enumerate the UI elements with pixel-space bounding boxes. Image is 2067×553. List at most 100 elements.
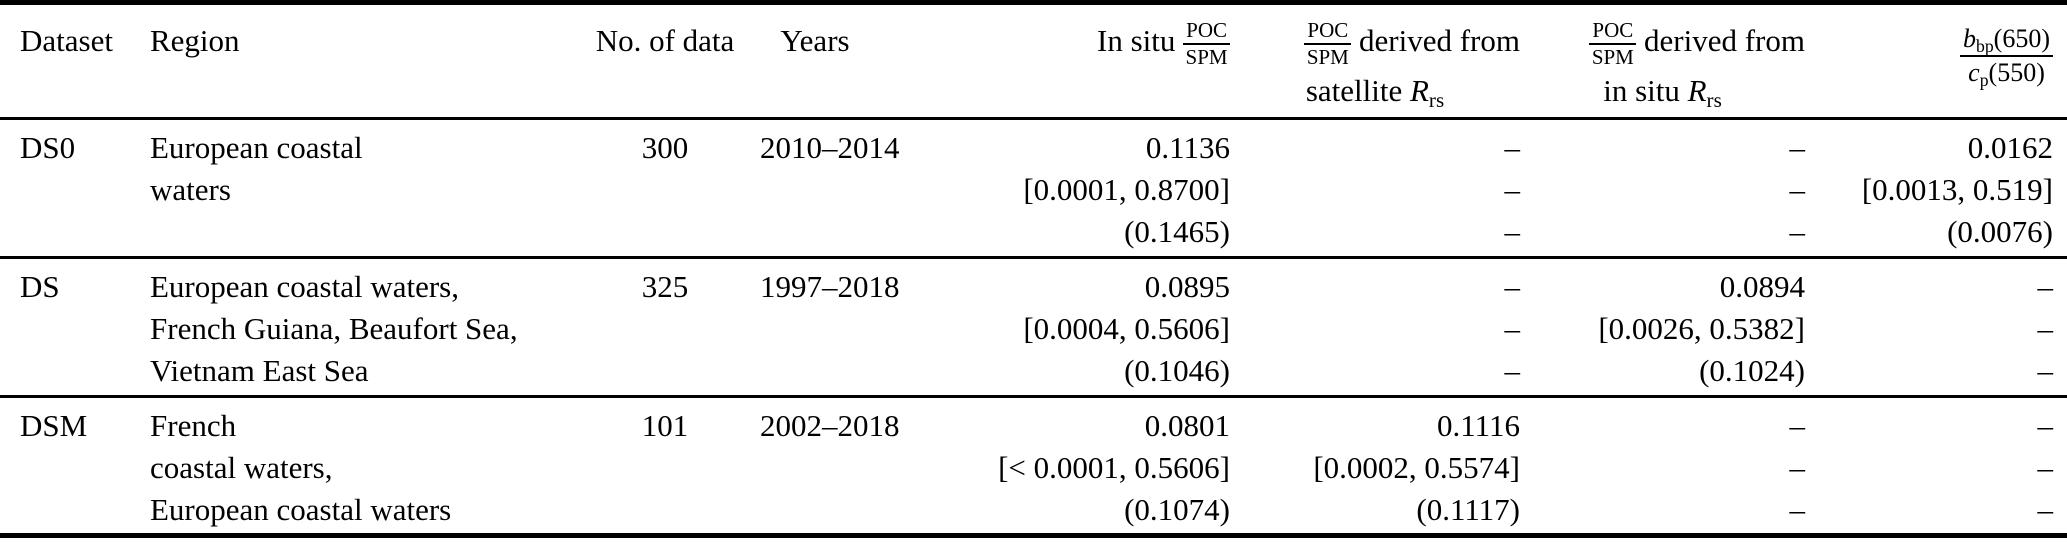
median-value: 0.0162 — [1967, 130, 2053, 165]
sd-value: (0.1465) — [1124, 214, 1230, 249]
region-line: European coastal waters, — [150, 269, 460, 304]
derived-from-label: derived from — [1644, 23, 1805, 58]
median-value: 0.1136 — [1145, 130, 1230, 165]
header-line-1: POC SPM derived from — [1230, 12, 1520, 70]
in-situ-prefix: In situ — [1097, 23, 1176, 58]
range-value: – — [1504, 311, 1521, 346]
dataset-label: DSM — [20, 408, 88, 443]
range-value: [0.0004, 0.5606] — [1023, 311, 1230, 346]
years-cell: 2010–2014 — [760, 119, 900, 258]
c-subscript: p — [1979, 69, 1989, 90]
bbp-cp-cell: – – – — [1805, 397, 2067, 536]
no-of-data-cell: 300 — [570, 119, 760, 258]
header-line-1: POC SPM derived from — [1520, 12, 1805, 70]
header-row: Dataset Region No. of data Years In situ… — [0, 3, 2067, 119]
sd-value: (0.1117) — [1416, 492, 1520, 527]
region-line: European coastal — [150, 130, 363, 165]
table-row-ds0: DS0 European coastal waters 300 2010–201… — [0, 118, 2067, 258]
fraction-denominator: SPM — [1306, 44, 1349, 69]
sd-value: (0.0076) — [1947, 214, 2053, 249]
no-of-data-value: 325 — [641, 269, 689, 304]
range-value: [0.0002, 0.5574] — [1313, 450, 1520, 485]
years-cell: 2002–2018 — [760, 397, 900, 536]
derived-from-label: derived from — [1359, 23, 1520, 58]
header-dataset-label: Dataset — [20, 23, 113, 58]
fraction-denominator: cp(550) — [1960, 57, 2053, 90]
col-header-in-situ-poc-spm: In situ POC SPM — [870, 3, 1230, 119]
in-situ-rrs-poc-spm-cell: – – – — [1520, 397, 1806, 536]
region-line: French Guiana, Beaufort Sea, — [150, 311, 518, 346]
fraction-numerator: POC — [1304, 18, 1352, 45]
years-value: 2010–2014 — [760, 130, 900, 165]
header-line-2: satellite Rrs — [1230, 70, 1520, 112]
rrs-symbol: Rrs — [1687, 73, 1722, 110]
median-value: – — [2037, 408, 2054, 443]
range-value: – — [1789, 450, 1806, 485]
table-row-dsm: DSM French coastal waters, European coas… — [0, 396, 2067, 536]
sd-value: (0.1024) — [1699, 353, 1805, 388]
region-line: coastal waters, — [150, 450, 333, 485]
median-value: 0.0801 — [1144, 408, 1230, 443]
b-variable: b — [1963, 23, 1976, 53]
range-value: [0.0001, 0.8700] — [1023, 172, 1230, 207]
c-argument: (550) — [1988, 57, 2045, 87]
years-value: 1997–2018 — [760, 269, 900, 304]
sd-value: – — [1789, 214, 1806, 249]
dataset-cell: DS — [0, 258, 150, 397]
col-header-poc-spm-in-situ-rrs: POC SPM derived from in situ Rrs — [1520, 3, 1805, 119]
in-situ-rrs-poc-spm-cell: – – – — [1520, 119, 1806, 258]
r-subscript: rs — [1428, 87, 1445, 112]
b-argument: (650) — [1993, 23, 2050, 53]
table-row-ds: DS European coastal waters, French Guian… — [0, 257, 2067, 397]
satellite-label: satellite — [1305, 73, 1403, 108]
sd-value: – — [2037, 353, 2054, 388]
range-value: [0.0026, 0.5382] — [1598, 311, 1805, 346]
median-value: 0.0894 — [1719, 269, 1805, 304]
header-years-label: Years — [780, 23, 850, 58]
header-region-label: Region — [150, 23, 240, 58]
fraction-numerator: bbp(650) — [1960, 24, 2053, 57]
table-header: Dataset Region No. of data Years In situ… — [0, 3, 2067, 119]
no-of-data-value: 101 — [641, 408, 689, 443]
in-situ-poc-spm-cell: 0.0801 [< 0.0001, 0.5606] (0.1074) — [870, 397, 1230, 536]
region-line: European coastal waters — [150, 492, 452, 527]
no-of-data-value: 300 — [641, 130, 689, 165]
dataset-label: DS0 — [20, 130, 76, 165]
years-cell: 1997–2018 — [760, 258, 900, 397]
sd-value: – — [1504, 214, 1521, 249]
sd-value: (0.1074) — [1124, 492, 1230, 527]
c-variable: c — [1968, 57, 1980, 87]
region-line: waters — [150, 172, 231, 207]
range-value: – — [1789, 172, 1806, 207]
region-cell: European coastal waters — [150, 119, 570, 258]
median-value: 0.1116 — [1437, 408, 1520, 443]
dataset-cell: DSM — [0, 397, 150, 536]
col-header-region: Region — [150, 3, 570, 119]
dataset-label: DS — [20, 269, 60, 304]
range-value: – — [1504, 172, 1521, 207]
r-subscript: rs — [1706, 87, 1722, 112]
header-line-2: in situ Rrs — [1520, 70, 1805, 112]
region-cell: European coastal waters, French Guiana, … — [150, 258, 570, 397]
in-situ-poc-spm-cell: 0.1136 [0.0001, 0.8700] (0.1465) — [870, 119, 1230, 258]
fraction-numerator: POC — [1589, 18, 1637, 45]
r-variable: R — [1687, 73, 1707, 108]
b-subscript: bp — [1976, 35, 1994, 56]
fraction-denominator: SPM — [1185, 44, 1228, 69]
col-header-dataset: Dataset — [0, 3, 150, 119]
range-value: [< 0.0001, 0.5606] — [998, 450, 1230, 485]
header-no-of-data-label: No. of data — [595, 23, 735, 58]
sd-value: – — [2037, 492, 2054, 527]
median-value: – — [1504, 269, 1521, 304]
bbp-cp-cell: – – – — [1805, 258, 2067, 397]
col-header-bbp-cp-ratio: bbp(650) cp(550) — [1805, 3, 2067, 119]
header-bbp-cp: bbp(650) cp(550) — [1805, 12, 2053, 94]
sd-value: – — [1789, 492, 1806, 527]
rrs-symbol: Rrs — [1410, 73, 1444, 110]
satellite-poc-spm-cell: 0.1116 [0.0002, 0.5574] (0.1117) — [1230, 397, 1520, 536]
median-value: – — [1789, 408, 1806, 443]
fraction-numerator: POC — [1183, 18, 1230, 45]
in-situ-poc-spm-cell: 0.0895 [0.0004, 0.5606] (0.1046) — [870, 258, 1230, 397]
no-of-data-cell: 101 — [570, 397, 760, 536]
